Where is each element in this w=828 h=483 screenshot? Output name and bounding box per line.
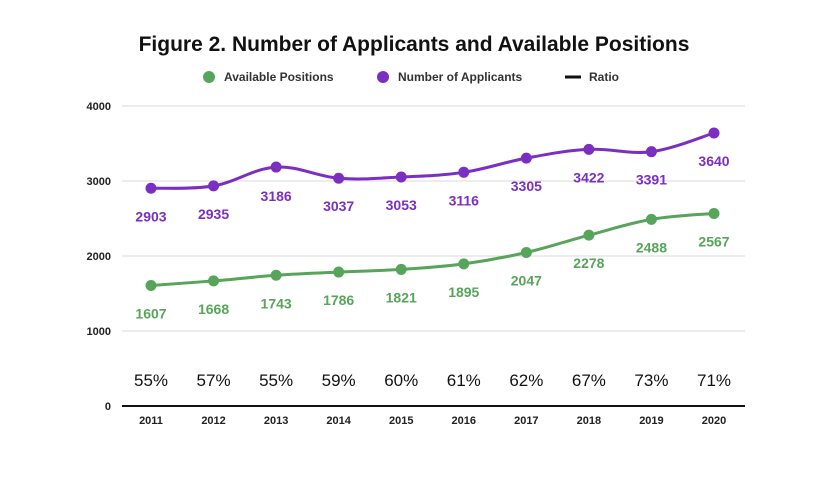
ratio-label: 57% (197, 371, 231, 390)
series-line (150, 131, 715, 190)
data-label: 3640 (698, 153, 729, 169)
data-label: 3037 (323, 198, 354, 214)
data-label: 3305 (511, 178, 542, 194)
data-point (708, 207, 720, 219)
data-point (645, 146, 657, 158)
data-label: 2488 (636, 239, 667, 255)
chart-title: Figure 2. Number of Applicants and Avail… (139, 33, 690, 56)
series-layer: 1607 1668 1743 1786 1821 1895 2047 2278 2488 2567… (135, 127, 730, 321)
data-point (458, 166, 470, 178)
ratio-label: 71% (697, 371, 731, 390)
x-tick-label: 2011 (139, 415, 163, 427)
data-label: 3391 (636, 172, 667, 188)
legend-item: Number of Applicants (377, 70, 523, 84)
data-point (708, 127, 720, 139)
data-point (583, 143, 595, 155)
legend: Available Positions Number of Applicants R… (203, 70, 619, 84)
y-axis: 0 1000 2000 3000 4000 (87, 101, 111, 413)
data-point (270, 161, 282, 173)
x-axis: 2011 2012 2013 2014 2015 2016 2017 2018 2019 2020 (122, 405, 745, 427)
y-tick-label: 0 (105, 401, 111, 413)
data-label: 3053 (386, 197, 417, 213)
x-tick-label: 2013 (264, 415, 288, 427)
legend-label: Number of Applicants (398, 70, 523, 84)
data-label: 1743 (261, 295, 292, 311)
x-tick-label: 2012 (201, 415, 225, 427)
data-point (520, 246, 532, 258)
data-label: 3186 (261, 188, 292, 204)
data-label: 2903 (135, 208, 166, 224)
data-point (395, 263, 407, 275)
y-tick-label: 2000 (87, 251, 111, 263)
data-label: 2047 (511, 272, 542, 288)
x-tick-label: 2020 (702, 415, 726, 427)
ratio-label: 59% (322, 371, 356, 390)
x-tick-label: 2014 (326, 415, 351, 427)
data-point (333, 172, 345, 184)
ratio-label: 55% (259, 371, 293, 390)
data-point (145, 279, 157, 291)
data-label: 1786 (323, 292, 354, 308)
x-tick-label: 2016 (452, 415, 476, 427)
data-label: 1607 (135, 305, 166, 321)
series-number-of-applicants: 2903 2935 3186 3037 3053 3116 3305 3422 3391 3640 (135, 127, 730, 224)
ratio-labels: 55% 57% 55% 59% 60% 61% 62% 67% 73% 71% (134, 371, 731, 390)
x-tick-label: 2019 (639, 415, 663, 427)
legend-item: Ratio (565, 70, 619, 84)
y-tick-label: 3000 (87, 176, 111, 188)
series-available-positions: 1607 1668 1743 1786 1821 1895 2047 2278 2488 2567 (135, 207, 730, 321)
data-point (145, 182, 157, 194)
data-label: 2567 (698, 233, 729, 249)
data-point (333, 266, 345, 278)
data-point (270, 269, 282, 281)
data-label: 1821 (386, 289, 417, 305)
x-tick-label: 2018 (577, 415, 601, 427)
legend-label: Available Positions (224, 70, 334, 84)
data-label: 3422 (573, 169, 604, 185)
data-point (520, 152, 532, 164)
ratio-label: 62% (509, 371, 543, 390)
y-tick-label: 1000 (87, 326, 111, 338)
ratio-label: 73% (634, 371, 668, 390)
data-label: 1895 (448, 284, 479, 300)
x-tick-label: 2017 (514, 415, 538, 427)
data-point (458, 258, 470, 270)
data-point (583, 229, 595, 241)
data-label: 2935 (198, 206, 229, 222)
ratio-label: 60% (384, 371, 418, 390)
legend-label: Ratio (589, 70, 619, 84)
legend-marker (203, 71, 215, 83)
data-label: 1668 (198, 301, 229, 317)
data-point (208, 275, 220, 287)
gridlines (122, 105, 745, 332)
data-point (208, 180, 220, 192)
legend-marker (377, 71, 389, 83)
y-tick-label: 4000 (87, 101, 111, 113)
data-point (395, 171, 407, 183)
ratio-label: 61% (447, 371, 481, 390)
x-tick-label: 2015 (389, 415, 413, 427)
series-line (150, 212, 715, 287)
data-label: 2278 (573, 255, 604, 271)
ratio-label: 67% (572, 371, 606, 390)
ratio-label: 55% (134, 371, 168, 390)
data-label: 3116 (449, 192, 480, 208)
data-point (645, 213, 657, 225)
legend-item: Available Positions (203, 70, 334, 84)
